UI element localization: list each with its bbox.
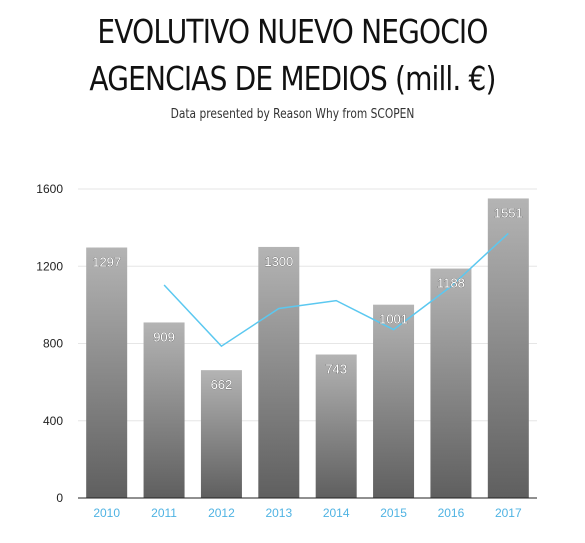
data-label: 662 [211, 377, 233, 392]
bars [86, 198, 529, 498]
y-tick-label: 1600 [36, 182, 63, 196]
x-tick-label: 2014 [323, 506, 350, 520]
data-label: 1001 [379, 312, 408, 327]
x-tick-label: 2013 [265, 506, 292, 520]
bar-2016 [430, 268, 472, 498]
x-tick-label: 2011 [151, 506, 177, 520]
x-tick-label: 2017 [495, 506, 522, 520]
data-label: 743 [325, 362, 347, 377]
data-label: 1300 [264, 254, 293, 269]
bar-2017 [487, 198, 529, 498]
data-label: 1551 [494, 205, 523, 220]
chart-title-line-1: EVOLUTIVO NUEVO NEGOCIO [97, 12, 488, 51]
y-tick-label: 1200 [36, 259, 63, 273]
data-label: 1297 [92, 255, 121, 270]
trend-line [163, 232, 509, 348]
x-tick-label: 2010 [93, 506, 120, 520]
trend-line-layer [163, 232, 509, 348]
y-axis-tick-labels: 0 400 800 1200 1600 [36, 182, 63, 505]
data-labels: 1297 909 662 1300 743 1001 1188 1551 [92, 205, 523, 392]
data-label: 1188 [437, 276, 465, 291]
bar-2013 [258, 246, 300, 498]
y-tick-label: 0 [56, 491, 63, 505]
bar-2011 [143, 322, 185, 498]
x-tick-label: 2015 [380, 506, 407, 520]
x-tick-label: 2016 [438, 506, 465, 520]
bar-2010 [86, 247, 128, 498]
data-label: 909 [153, 329, 175, 344]
bar-2014 [315, 354, 357, 498]
x-tick-label: 2012 [208, 506, 235, 520]
bar-2012 [200, 370, 242, 498]
y-tick-label: 800 [43, 337, 63, 351]
x-axis-tick-labels: 2010 2011 2012 2013 2014 2015 2016 2017 [93, 506, 522, 520]
chart-title-line-2: AGENCIAS DE MEDIOS (mill. €) [89, 59, 496, 98]
y-tick-label: 400 [43, 414, 63, 428]
chart-subtitle: Data presented by Reason Why from SCOPEN [170, 107, 415, 122]
bar-2015 [373, 304, 415, 498]
